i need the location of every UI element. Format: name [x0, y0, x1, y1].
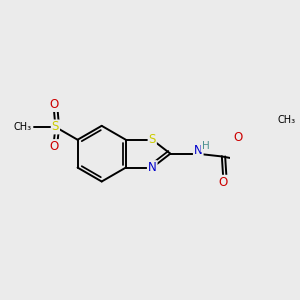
Text: S: S [148, 133, 156, 146]
Text: N: N [194, 144, 203, 157]
Text: N: N [148, 161, 157, 174]
Text: O: O [49, 98, 58, 111]
Text: O: O [49, 140, 58, 153]
Text: CH₃: CH₃ [14, 122, 32, 132]
Text: O: O [234, 131, 243, 144]
Text: CH₃: CH₃ [278, 115, 296, 125]
Text: S: S [52, 120, 59, 134]
Text: O: O [219, 176, 228, 189]
Text: H: H [202, 141, 209, 151]
